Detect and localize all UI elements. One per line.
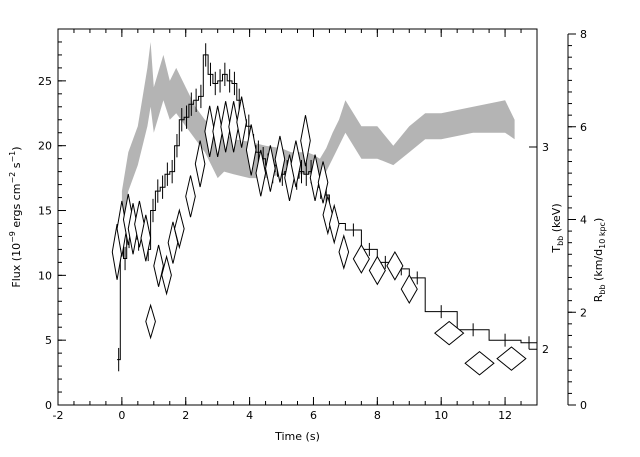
radius-diamond	[185, 175, 196, 218]
radius-diamond	[245, 124, 257, 176]
radius-diamond	[174, 208, 185, 250]
radius-diamond	[265, 145, 276, 192]
radius-diamond	[386, 250, 404, 281]
radius-diamond	[352, 244, 370, 274]
radius-diamond	[140, 214, 152, 262]
radius-diamond	[434, 320, 465, 346]
x-tick-label: 10	[434, 409, 448, 422]
radius-diamond	[368, 255, 386, 286]
radius-diamond	[153, 244, 164, 287]
radius-diamond	[464, 351, 495, 376]
radius-diamond	[317, 161, 329, 204]
x-tick-label: 12	[498, 409, 512, 422]
x-axis-title: Time (s)	[274, 430, 320, 443]
x-tick-label: 0	[118, 409, 125, 422]
x-tick-label: 8	[374, 409, 381, 422]
radius-tick-label: 0	[580, 399, 587, 412]
radius-diamond	[212, 105, 223, 157]
radius-diamond	[309, 154, 321, 202]
radius-diamond	[496, 346, 527, 371]
radius-diamond	[255, 149, 267, 197]
radius-diamond	[274, 135, 286, 183]
radius-diamond	[145, 303, 156, 340]
y-axis-title-radius: Rbb (km/d10 kpc)	[592, 218, 607, 303]
y-tick-label: 0	[45, 399, 52, 412]
y-tick-label: 15	[38, 205, 52, 218]
radius-diamond	[194, 140, 206, 188]
radius-tick-label: 6	[580, 121, 587, 134]
radius-diamond	[236, 96, 247, 148]
y-tick-label: 10	[38, 269, 52, 282]
radius-diamond	[338, 233, 350, 270]
radius-diamond	[400, 274, 418, 304]
radius-tick-label: 8	[580, 28, 587, 41]
radius-diamond	[328, 203, 340, 245]
radius-diamond	[290, 140, 302, 188]
temp-tick-label: 3	[542, 141, 549, 154]
radius-tick-label: 4	[580, 214, 587, 227]
x-tick-label: -2	[53, 409, 64, 422]
temp-tick-label: 2	[542, 343, 549, 356]
radius-diamond	[220, 101, 231, 153]
temperature-band	[121, 42, 515, 230]
y-tick-label: 25	[38, 75, 52, 88]
radius-diamond	[161, 254, 172, 296]
x-tick-label: 2	[182, 409, 189, 422]
radius-diamond	[322, 194, 334, 236]
y-tick-label: 5	[45, 334, 52, 347]
y-axis-title-flux: Flux (10−9 ergs cm−2 s−1)	[8, 146, 23, 287]
radius-tick-label: 2	[580, 306, 587, 319]
y-tick-label: 20	[38, 140, 52, 153]
x-tick-label: 4	[246, 409, 253, 422]
x-tick-label: 6	[310, 409, 317, 422]
radius-diamond	[204, 105, 215, 157]
radius-diamond	[228, 101, 239, 153]
radius-diamond	[300, 115, 311, 167]
y-axis-title-temperature: Tbb (keV)	[550, 203, 565, 253]
